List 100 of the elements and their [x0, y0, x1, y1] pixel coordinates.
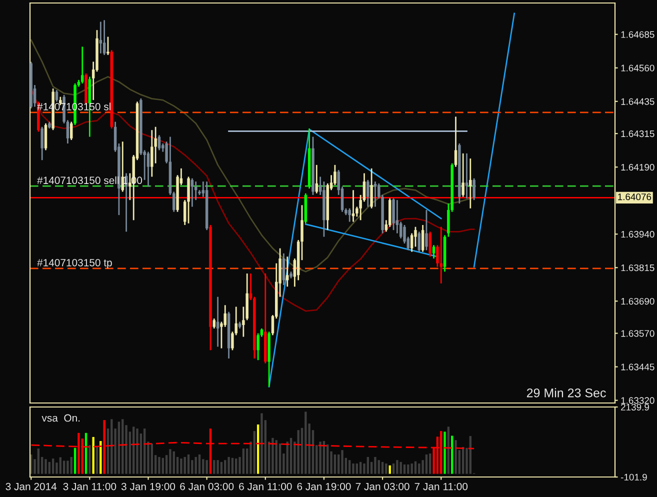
bar — [48, 462, 50, 474]
line-series — [30, 88, 475, 312]
bar — [326, 444, 329, 474]
candlestick — [187, 176, 190, 224]
bar — [231, 458, 234, 474]
y-tick-label: 1.64560 — [621, 64, 654, 72]
bar — [260, 413, 263, 474]
bar — [62, 460, 66, 474]
candlestick — [158, 134, 161, 151]
bar — [132, 426, 135, 474]
candlestick — [99, 21, 102, 54]
bar — [198, 454, 201, 474]
candlestick — [256, 332, 260, 361]
candlestick — [334, 164, 336, 186]
bar — [359, 462, 362, 474]
bar — [52, 458, 54, 474]
y-tick-label: 2139.9 — [621, 404, 649, 411]
bar — [44, 459, 47, 474]
candlestick — [121, 140, 124, 192]
bar — [378, 460, 380, 474]
bar — [297, 430, 300, 474]
bar — [444, 432, 446, 474]
candlestick — [366, 179, 370, 208]
bar — [407, 464, 410, 474]
bar — [356, 464, 358, 474]
x-tick-label: 6 Jan 11:00 — [239, 482, 292, 490]
candlestick — [462, 152, 464, 198]
candlestick — [440, 226, 442, 284]
bar — [206, 460, 208, 474]
bar — [213, 460, 216, 474]
bar — [180, 458, 182, 474]
bar — [184, 456, 186, 474]
bar — [392, 464, 395, 474]
candlestick — [146, 151, 150, 188]
bar — [88, 445, 91, 474]
bar — [338, 454, 340, 474]
y-tick-label: 1.63690 — [621, 298, 654, 305]
bar — [194, 456, 197, 474]
y-tick-label: 1.63570 — [621, 330, 654, 337]
bar — [235, 458, 238, 474]
y-tick-label: 1.63940 — [621, 230, 654, 238]
bar — [256, 424, 260, 474]
candlestick — [465, 152, 468, 200]
bar — [228, 456, 230, 474]
y-tick-label: 1.64435 — [621, 98, 654, 105]
bar — [414, 461, 417, 474]
bar — [118, 422, 120, 474]
y-tick-label: 1.63320 — [621, 397, 654, 404]
candlestick — [150, 129, 154, 178]
bar — [136, 428, 138, 474]
bar — [290, 438, 292, 474]
bar — [278, 444, 282, 474]
bar — [150, 444, 154, 474]
x-tick-label: 3 Jan 19:00 — [121, 482, 176, 490]
bar — [37, 448, 40, 474]
bar — [272, 438, 274, 474]
bar — [59, 457, 62, 474]
candlestick — [44, 122, 48, 151]
candlestick — [370, 168, 373, 210]
candlestick — [428, 230, 432, 258]
candlestick — [454, 116, 458, 168]
y-tick-label: 1.63815 — [621, 264, 654, 272]
bar — [348, 460, 351, 474]
y-tick-label: 1.63445 — [621, 364, 654, 370]
bar — [400, 462, 402, 474]
bar — [74, 448, 76, 474]
candlestick — [70, 121, 73, 141]
x-tick-label: 3 Jan 11:00 — [63, 482, 116, 490]
bar — [450, 436, 454, 474]
bar — [100, 441, 102, 474]
bar — [341, 450, 344, 474]
x-tick-label: 3 Jan 2014 — [6, 482, 57, 490]
ref-line-label: 1.64076 — [618, 193, 652, 200]
bar — [253, 431, 256, 474]
x-tick-label: 6 Jan 03:00 — [180, 482, 234, 490]
x-tick-label: 7 Jan 03:00 — [356, 482, 410, 490]
candlestick — [212, 318, 216, 330]
bar — [304, 412, 307, 474]
bar — [366, 456, 369, 474]
bar — [385, 464, 388, 474]
x-tick-label: 6 Jan 19:00 — [297, 482, 351, 490]
bar — [66, 460, 69, 474]
bar — [70, 456, 72, 474]
bar — [158, 456, 160, 474]
ref-line-label: #1407103150 tp — [37, 258, 112, 268]
candlestick — [432, 244, 436, 260]
y-tick-label: 1.64190 — [621, 164, 654, 171]
bar — [172, 451, 175, 474]
bar — [319, 442, 322, 474]
candlestick — [425, 209, 428, 251]
candlestick — [472, 178, 476, 201]
bar — [110, 419, 113, 474]
x-tick-label: 7 Jan 11:00 — [414, 482, 468, 490]
bar — [96, 446, 98, 474]
bar — [162, 458, 164, 474]
bar — [242, 448, 245, 474]
bar — [374, 456, 376, 474]
bar — [410, 464, 413, 474]
bar — [388, 465, 391, 474]
bar — [352, 464, 354, 474]
